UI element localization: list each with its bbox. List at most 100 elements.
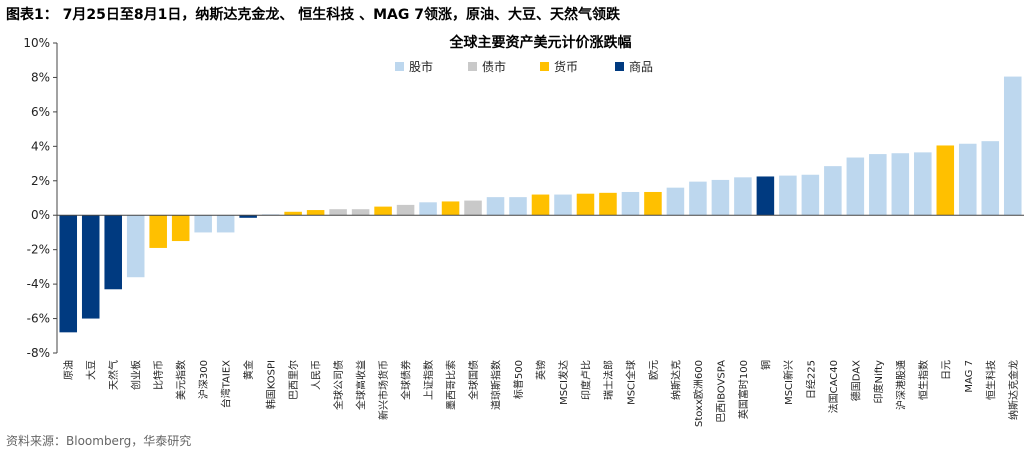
y-tick-label: 8% — [31, 70, 50, 84]
x-tick-label: 全球国债 — [467, 360, 480, 400]
legend-label: 货币 — [554, 59, 578, 74]
y-tick-label: 0% — [31, 208, 50, 222]
y-tick-label: 2% — [31, 174, 50, 188]
bar — [351, 209, 370, 216]
chart-title: 全球主要资产美元计价涨跌幅 — [449, 34, 632, 51]
y-tick-label: -4% — [27, 277, 50, 291]
x-tick-label: 恒生科技 — [984, 360, 997, 400]
bar — [1003, 76, 1022, 216]
x-tick-label: 纳斯达克金龙 — [1007, 360, 1020, 420]
x-tick-label: 新兴市场货币 — [377, 360, 390, 420]
bar — [171, 215, 190, 242]
x-tick-label: MSCI发达 — [557, 360, 570, 405]
x-tick-label: 铜 — [760, 360, 772, 370]
bar — [689, 181, 707, 216]
bar — [194, 215, 212, 233]
bar — [126, 215, 145, 278]
legend-swatch — [395, 62, 404, 71]
x-tick-label: 人民币 — [311, 360, 323, 390]
bar — [441, 201, 460, 216]
bar — [149, 215, 167, 248]
bar — [306, 210, 325, 216]
x-tick-label: 巴西IBOVSPA — [715, 360, 727, 423]
bar — [734, 177, 752, 216]
bar — [711, 179, 730, 216]
x-tick-label: 全球公司债 — [332, 360, 345, 410]
bar — [869, 154, 887, 216]
y-tick-label: 4% — [31, 139, 50, 153]
bar — [419, 202, 437, 216]
bar — [936, 145, 955, 216]
y-tick-label: -2% — [27, 243, 50, 257]
x-tick-label: 印度Nifty — [872, 360, 885, 404]
x-tick-label: 创业板 — [130, 360, 143, 390]
x-tick-label: 印度卢比 — [579, 360, 592, 400]
x-tick-label: 瑞士法郎 — [602, 360, 615, 400]
x-tick-label: 日元 — [941, 360, 952, 380]
bar — [779, 175, 797, 216]
x-tick-label: 法国CAC40 — [827, 360, 840, 413]
x-tick-label: 英镑 — [535, 360, 548, 380]
bar — [914, 152, 932, 216]
bar — [104, 215, 122, 290]
x-tick-label: 韩国KOSPI — [265, 360, 278, 409]
bar — [486, 197, 505, 216]
bar — [801, 174, 820, 216]
x-tick-label: 黄金 — [242, 360, 255, 380]
x-tick-label: 沪深300 — [197, 360, 210, 399]
bar — [531, 194, 550, 216]
x-tick-label: 上证指数 — [422, 360, 435, 400]
y-tick-label: -6% — [27, 312, 50, 326]
x-tick-label: 比特币 — [153, 360, 165, 390]
x-tick-label: MSCI新兴 — [782, 360, 795, 405]
bar — [644, 191, 662, 216]
legend-label: 债市 — [482, 59, 506, 74]
x-tick-label: 天然气 — [107, 360, 120, 390]
legend-label: 股市 — [409, 59, 433, 74]
x-tick-label: 全球高收益 — [355, 360, 368, 410]
x-tick-label: 道琼斯指数 — [490, 360, 503, 410]
x-tick-label: 标普500 — [512, 360, 525, 399]
bar — [396, 204, 415, 216]
bar — [959, 143, 977, 216]
bar — [576, 193, 595, 216]
x-tick-label: 日经225 — [804, 360, 817, 399]
x-tick-label: 恒生指数 — [917, 360, 930, 400]
bar — [756, 176, 775, 216]
bar — [464, 200, 482, 216]
x-tick-label: 欧元 — [648, 360, 660, 380]
x-tick-label: 台湾TAIEX — [220, 360, 233, 408]
y-tick-label: 6% — [31, 105, 50, 119]
bar — [846, 157, 865, 216]
x-tick-label: 墨西哥比索 — [445, 360, 458, 410]
legend-swatch — [540, 62, 549, 71]
bar — [509, 197, 527, 216]
figure-title: 图表1： 7月25日至8月1日，纳斯达克金龙、 恒生科技 、MAG 7领涨，原油… — [6, 7, 620, 23]
bar — [554, 194, 572, 216]
x-tick-label: 美元指数 — [175, 360, 188, 400]
source-note: 资料来源：Bloomberg，华泰研究 — [6, 434, 192, 448]
bar — [329, 209, 347, 216]
bar — [374, 206, 392, 216]
x-tick-label: 全球债券 — [400, 360, 413, 400]
x-tick-label: MSCI全球 — [624, 360, 637, 405]
bar — [284, 211, 302, 216]
y-tick-label: -8% — [27, 346, 50, 360]
x-tick-label: 大豆 — [85, 360, 98, 380]
x-tick-label: Stoxx欧洲600 — [693, 360, 705, 427]
bar — [891, 153, 910, 216]
x-tick-label: 沪深港股通 — [894, 360, 907, 410]
bar — [599, 192, 617, 216]
legend-swatch — [468, 62, 477, 71]
bar — [621, 191, 640, 216]
y-tick-label: 10% — [23, 36, 50, 50]
legend-swatch — [615, 62, 624, 71]
x-tick-label: 纳斯达克 — [669, 360, 682, 400]
bar — [81, 215, 100, 319]
bar — [59, 215, 78, 333]
x-tick-label: 英国富时100 — [737, 360, 750, 419]
legend-label: 商品 — [629, 59, 653, 74]
x-tick-label: MAG 7 — [964, 360, 975, 393]
x-tick-label: 原油 — [62, 360, 75, 380]
